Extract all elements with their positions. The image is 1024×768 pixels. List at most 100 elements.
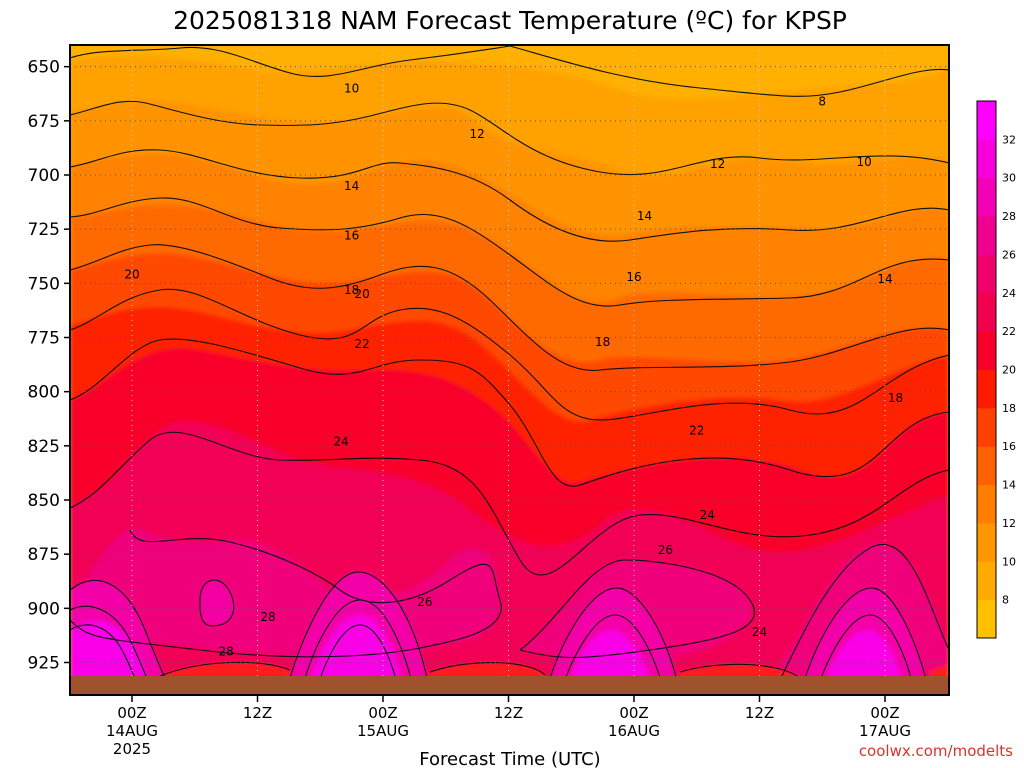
contour-line xyxy=(70,149,949,242)
colorbar-swatch xyxy=(977,369,996,409)
colorbar-tick-label: 32 xyxy=(1002,133,1016,146)
y-tick-label: 725 xyxy=(28,220,60,240)
contour-line xyxy=(70,244,949,371)
contour-label: 14 xyxy=(637,209,652,223)
contour-line xyxy=(199,579,235,627)
colorbar-tick-label: 22 xyxy=(1002,325,1016,338)
x-tick-hour-label: 12Z xyxy=(745,704,774,722)
x-tick-hour-label: 00Z xyxy=(619,704,648,722)
contour-line xyxy=(519,559,755,659)
colorbar-swatch xyxy=(977,407,996,447)
contour-label: 26 xyxy=(417,595,432,609)
colorbar-swatch xyxy=(977,177,996,217)
contour-label: 14 xyxy=(344,179,359,193)
x-axis-label: Forecast Time (UTC) xyxy=(419,749,600,768)
contour-label: 20 xyxy=(354,287,369,301)
contour-label: 18 xyxy=(888,391,903,405)
x-tick-hour-label: 00Z xyxy=(368,704,397,722)
x-tick-hour-label: 12Z xyxy=(494,704,523,722)
contour-label: 8 xyxy=(818,94,826,108)
contour-line xyxy=(429,662,546,676)
contour-line xyxy=(544,587,681,695)
colorbar-swatch xyxy=(977,522,996,562)
y-tick-label: 750 xyxy=(28,274,60,294)
y-tick-label: 825 xyxy=(28,437,60,457)
y-tick-label: 675 xyxy=(28,112,60,132)
contour-line xyxy=(70,338,949,487)
plot-frame xyxy=(69,44,950,696)
contour-label: 12 xyxy=(469,127,484,141)
colorbar-tick-label: 14 xyxy=(1002,479,1016,492)
contour-line xyxy=(299,599,416,695)
terrain-surface xyxy=(70,676,949,695)
colorbar-tick-label: 28 xyxy=(1002,210,1016,223)
y-tick-label: 925 xyxy=(28,654,60,674)
contour-label: 28 xyxy=(218,645,233,659)
temperature-bands xyxy=(70,55,949,695)
contour-line xyxy=(814,614,916,695)
contour-label: 28 xyxy=(260,610,275,624)
x-tick-hour-label: 00Z xyxy=(117,704,146,722)
y-tick-label: 875 xyxy=(28,545,60,565)
colorbar: 8 10 12 14 16 18 20 22 24 26 28 30 32 xyxy=(976,100,1016,639)
y-tick-label: 700 xyxy=(28,166,60,186)
contour-line xyxy=(70,529,502,658)
contour-label: 18 xyxy=(595,335,610,349)
credit-text: coolwx.com/modelts xyxy=(859,742,1013,760)
contour-line xyxy=(509,45,949,97)
x-tick-day-label: 17AUG xyxy=(859,722,911,740)
contour-line xyxy=(774,544,949,691)
contour-line xyxy=(70,431,949,576)
colorbar-tick-label: 8 xyxy=(1002,594,1009,607)
contour-label: 10 xyxy=(344,81,359,95)
contour-line xyxy=(284,571,431,695)
colorbar-swatch xyxy=(977,446,996,486)
contour-label: 20 xyxy=(124,268,139,282)
contour-line xyxy=(70,288,949,421)
contour-label: 22 xyxy=(354,337,369,351)
y-tick-label: 800 xyxy=(28,383,60,403)
contour-label: 24 xyxy=(334,435,349,449)
contour-label: 24 xyxy=(752,625,767,639)
colorbar-frame xyxy=(976,100,997,639)
colorbar-tick-label: 24 xyxy=(1002,287,1016,300)
y-tick-label: 850 xyxy=(28,491,60,511)
colorbar-tick-label: 18 xyxy=(1002,402,1016,415)
contour-label: 14 xyxy=(877,272,892,286)
colorbar-swatch xyxy=(977,101,996,140)
band-28-30-island xyxy=(200,580,234,626)
contour-label: 18 xyxy=(344,283,359,297)
y-tick-label: 775 xyxy=(28,329,60,349)
contour-label: 12 xyxy=(710,157,725,171)
x-tick-hour-label: 12Z xyxy=(243,704,272,722)
contour-label: 16 xyxy=(626,270,641,284)
x-tick-hour-label: 00Z xyxy=(870,704,899,722)
colorbar-swatch xyxy=(977,254,996,294)
contour-line xyxy=(314,624,401,695)
x-tick-day-label: 14AUG xyxy=(106,722,158,740)
contour-label: 10 xyxy=(856,155,871,169)
contour-line xyxy=(559,614,666,695)
contour-label: 22 xyxy=(689,424,704,438)
colorbar-tick-label: 26 xyxy=(1002,248,1016,261)
colorbar-tick-label: 30 xyxy=(1002,172,1016,185)
colorbar-swatch xyxy=(977,331,996,370)
colorbar-swatch xyxy=(977,139,996,179)
x-tick-year-label: 2025 xyxy=(113,740,151,758)
contour-line xyxy=(70,197,949,307)
colorbar-swatch xyxy=(977,216,996,255)
contour-label: 24 xyxy=(700,508,715,522)
colorbar-swatch xyxy=(977,599,996,639)
contour-line xyxy=(159,661,291,677)
colorbar-tick-label: 10 xyxy=(1002,555,1016,568)
colorbar-swatch xyxy=(977,484,996,524)
chart-title: 2025081318 NAM Forecast Temperature (ºC)… xyxy=(173,6,847,35)
contour-line xyxy=(799,587,931,695)
contour-label: 26 xyxy=(658,543,673,557)
colorbar-tick-label: 16 xyxy=(1002,440,1016,453)
contour-line xyxy=(679,663,801,679)
